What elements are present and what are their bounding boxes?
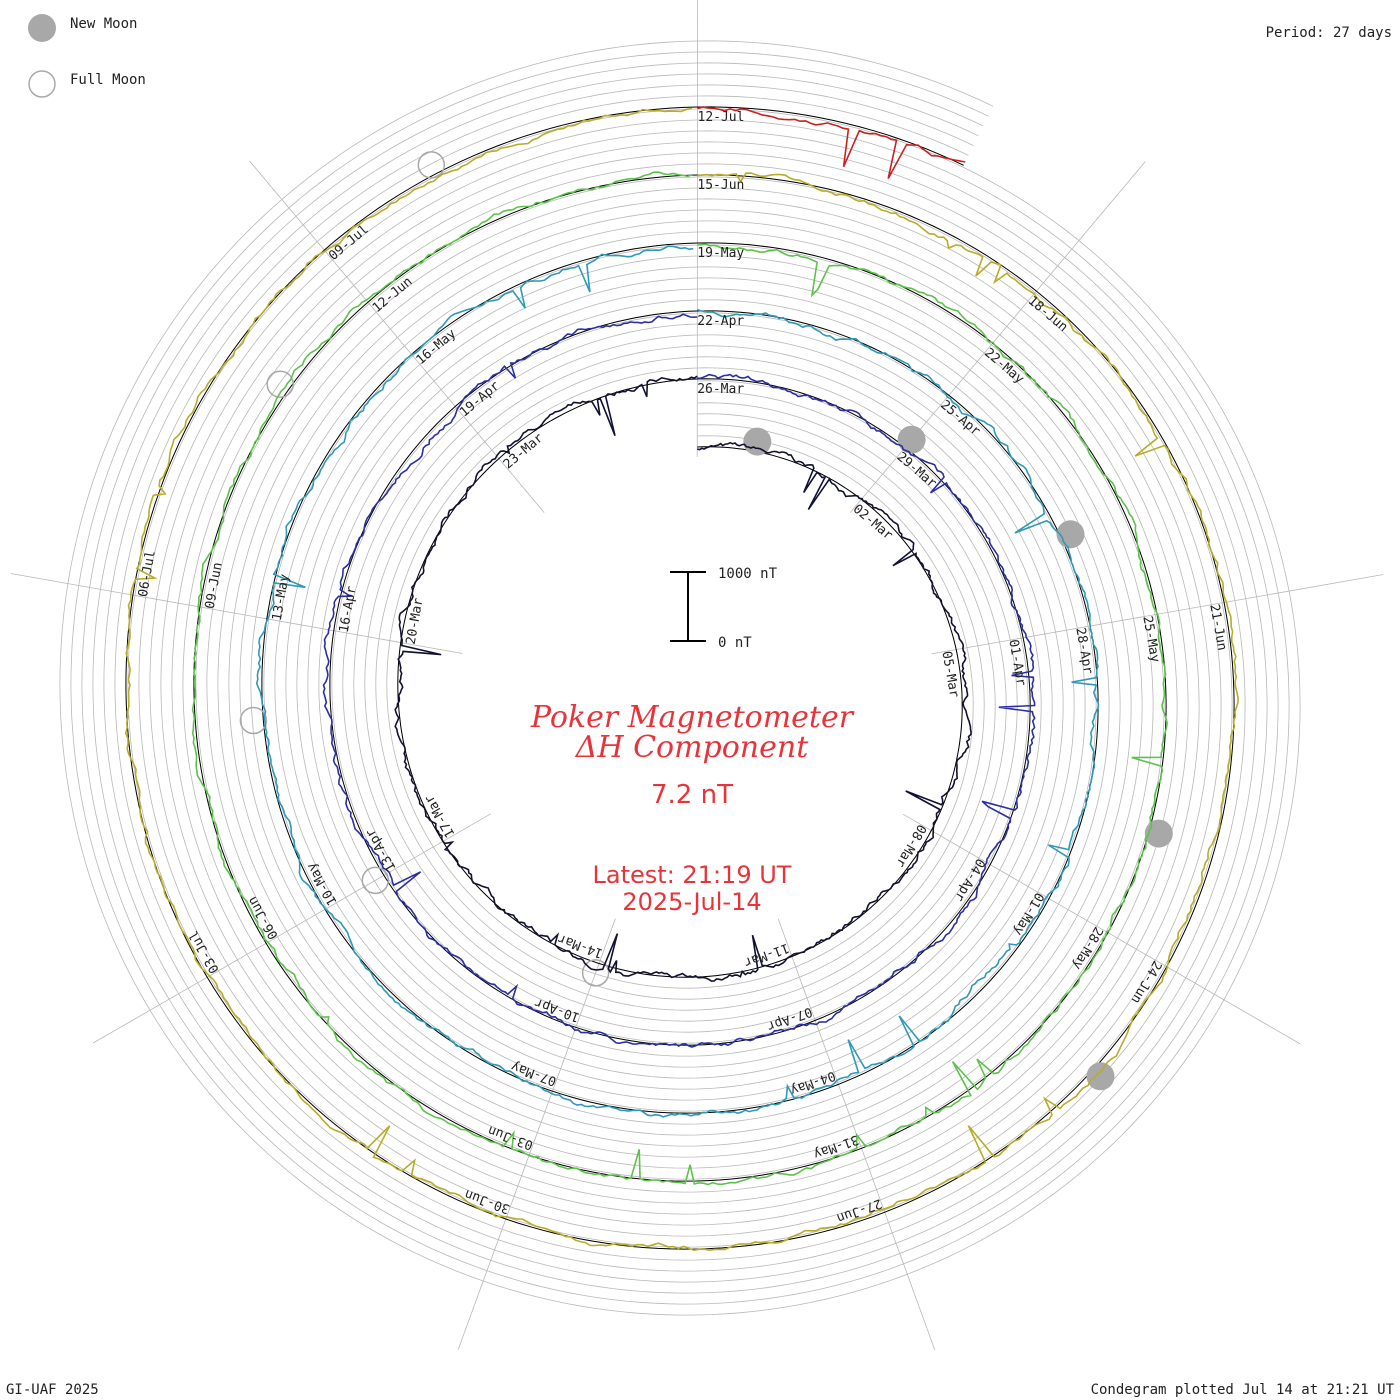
day-spoke (902, 813, 1301, 1045)
date-label: 06-Jul (136, 549, 159, 598)
grid-spiral (103, 84, 1257, 1272)
latest-time: Latest: 21:19 UT (593, 861, 792, 889)
full-moon-legend-icon (28, 70, 56, 98)
new-moon-marker (1086, 1062, 1115, 1091)
grid-rings (59, 40, 1301, 1316)
series-line-5 (124, 107, 1239, 1252)
current-value: 7.2 nT (651, 780, 733, 810)
new-moon-legend-label: New Moon (70, 16, 137, 32)
date-label: 28-May (1069, 924, 1106, 972)
full-moon-marker (361, 866, 390, 895)
series-line-3 (255, 245, 1100, 1118)
date-label: 15-Jun (697, 178, 744, 193)
day-spoke (10, 573, 463, 654)
day-spoke (457, 918, 616, 1350)
period-label: Period: 27 days (1266, 25, 1392, 41)
full-moon-marker (581, 959, 610, 987)
new-moon-marker (897, 425, 926, 454)
date-label: 06-Jun (245, 894, 281, 942)
scale-bar: 1000 nT 0 nT (670, 566, 778, 651)
day-spoke (93, 813, 491, 1044)
date-label: 07-May (509, 1058, 558, 1088)
date-label: 14-Mar (556, 930, 605, 960)
new-moon-marker (743, 427, 772, 456)
date-label: 03-Jul (186, 928, 222, 976)
credit-label: GI-UAF 2025 (6, 1382, 99, 1398)
new-moon-legend-icon (28, 14, 56, 42)
full-moon-marker (239, 706, 268, 735)
date-label: 22-Apr (697, 314, 744, 329)
grid-spiral (70, 51, 1290, 1305)
full-moon-marker (266, 370, 294, 398)
day-spoke (249, 160, 545, 513)
date-label: 10-Apr (532, 994, 581, 1024)
series-line-1 (394, 375, 972, 982)
grid-spiral (114, 95, 1246, 1261)
day-spoke (849, 161, 1146, 514)
grid-spiral (59, 40, 1301, 1316)
magnetometer-series (124, 106, 1239, 1252)
date-label: 19-May (697, 246, 744, 261)
scale-top-label: 1000 nT (718, 566, 778, 582)
date-label: 16-Apr (337, 585, 360, 634)
date-label: 12-Jul (698, 110, 745, 125)
plotted-label: Condegram plotted Jul 14 at 21:21 UT (1091, 1382, 1395, 1398)
grid-spiral (81, 62, 1279, 1294)
chart-subtitle: ΔH Component (575, 730, 809, 765)
full-moon-legend-label: Full Moon (70, 72, 146, 88)
series-line-4 (191, 171, 1168, 1186)
date-label: 10-May (304, 860, 341, 908)
date-label: 26-Mar (697, 382, 744, 397)
moon-markers (239, 151, 1173, 1091)
latest-date: 2025-Jul-14 (622, 888, 761, 916)
ring-baselines (125, 106, 1235, 1250)
date-label: 01-May (1010, 890, 1047, 938)
chart-title: Poker Magnetometer (530, 700, 855, 735)
date-labels: 02-Mar05-Mar08-Mar11-Mar14-Mar17-Mar20-M… (136, 110, 1229, 1225)
date-label: 03-Jun (486, 1122, 535, 1152)
date-label: 24-Jun (1128, 958, 1164, 1006)
baseline-spiral (125, 106, 1235, 1250)
series-line-2 (322, 313, 1036, 1048)
full-moon-marker (417, 151, 446, 179)
day-spokes (10, 0, 1384, 1351)
date-label: 20-Mar (404, 597, 427, 646)
date-label: 09-Jun (203, 561, 226, 610)
legend: New Moon Full Moon (28, 14, 146, 98)
series-line-6 (697, 106, 966, 179)
date-label: 17-Mar (422, 792, 459, 840)
grid-spiral (92, 73, 1268, 1283)
date-label: 13-Apr (363, 826, 400, 874)
date-label: 13-May (270, 573, 293, 622)
scale-bottom-label: 0 nT (718, 635, 752, 651)
